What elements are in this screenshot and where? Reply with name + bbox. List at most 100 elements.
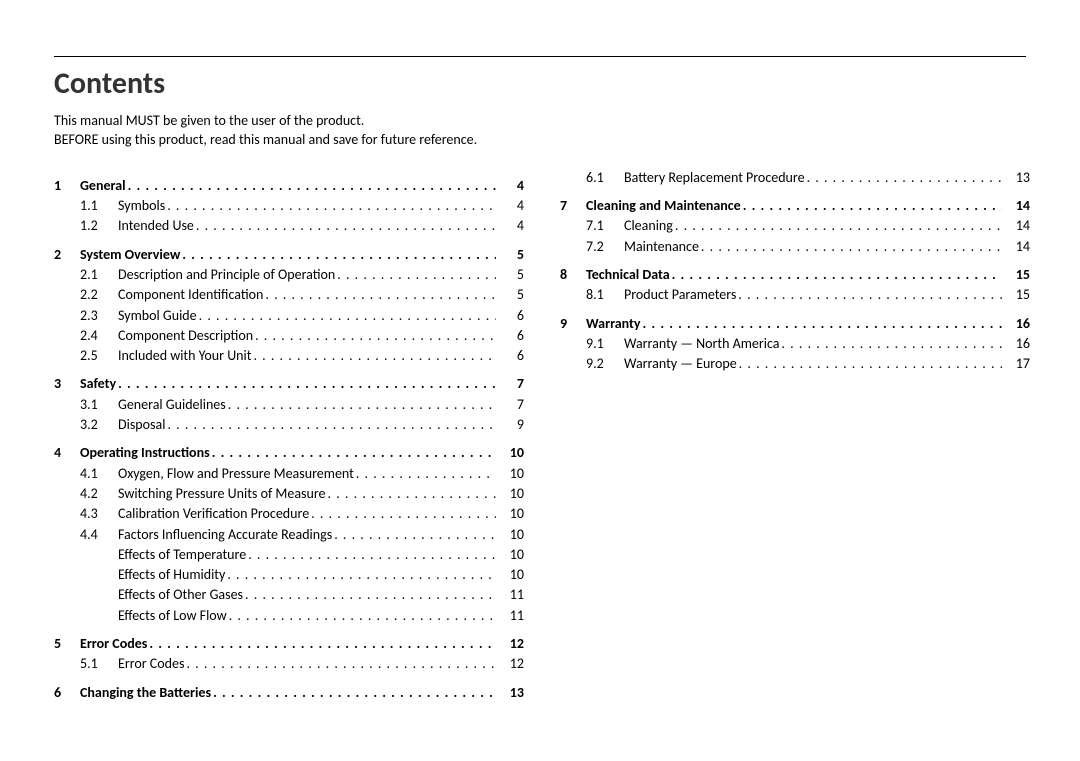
toc-column-right: 6.1Battery Replacement Procedure137Clean… — [560, 168, 1030, 703]
leader-dots — [334, 525, 496, 545]
leader-dots — [167, 415, 496, 435]
section-number: 3 — [54, 374, 80, 394]
subsection-number: 7.1 — [586, 216, 624, 236]
subsection-label: Warranty — North America — [624, 334, 779, 354]
leader-dots — [675, 216, 1002, 236]
toc-subsection: 1.2Intended Use 4 — [54, 216, 524, 236]
subsection-number: 5.1 — [80, 654, 118, 674]
section-page: 7 — [496, 374, 524, 394]
section-page: 5 — [496, 245, 524, 265]
toc-subsection: 2.2Component Identification5 — [54, 285, 524, 305]
subsection-number: 1.2 — [80, 216, 118, 236]
subsection-number: 9.2 — [586, 354, 624, 374]
section-label: Technical Data — [586, 265, 670, 285]
leader-dots — [265, 285, 496, 305]
leader-dots — [228, 395, 496, 415]
toc-section: 1General4 — [54, 176, 524, 196]
leader-dots — [212, 443, 496, 463]
subsub-label: Effects of Temperature — [118, 545, 246, 565]
subsection-page: 5 — [496, 265, 524, 285]
leader-dots — [738, 285, 1002, 305]
subsection-label: Component Identification — [118, 285, 263, 305]
toc-section: 8Technical Data15 — [560, 265, 1030, 285]
subsection-page: 12 — [496, 654, 524, 674]
toc-subsection: 4.3Calibration Verification Procedure10 — [54, 504, 524, 524]
section-label: Error Codes — [80, 634, 147, 654]
subsection-number: 3.1 — [80, 395, 118, 415]
subsection-number: 8.1 — [586, 285, 624, 305]
toc-subsection: 1.1Symbols4 — [54, 196, 524, 216]
subsection-page: 7 — [496, 395, 524, 415]
leader-dots — [739, 354, 1002, 374]
section-label: System Overview — [80, 245, 180, 265]
section-page: 16 — [1002, 314, 1030, 334]
section-page: 15 — [1002, 265, 1030, 285]
toc-subsection: 9.2Warranty — Europe17 — [560, 354, 1030, 374]
leader-dots — [356, 464, 496, 484]
subsection-label: Cleaning — [624, 216, 673, 236]
subsection-label: Symbol Guide — [118, 306, 197, 326]
subsection-number: 2.4 — [80, 326, 118, 346]
leader-dots — [118, 374, 496, 394]
subsection-page: 10 — [496, 484, 524, 504]
subsub-label: Effects of Low Flow — [118, 606, 227, 626]
section-label: Operating Instructions — [80, 443, 210, 463]
subsection-number: 4.2 — [80, 484, 118, 504]
section-page: 14 — [1002, 196, 1030, 216]
subsub-page: 10 — [496, 545, 524, 565]
leader-dots — [227, 565, 496, 585]
toc-columns: 1General41.1Symbols41.2Intended Use42Sys… — [54, 168, 1026, 703]
subsection-page: 13 — [1002, 168, 1030, 188]
leader-dots — [248, 545, 496, 565]
subsub-page: 11 — [496, 606, 524, 626]
leader-dots — [807, 168, 1002, 188]
subsection-page: 15 — [1002, 285, 1030, 305]
toc-section: 9Warranty16 — [560, 314, 1030, 334]
leader-dots — [328, 484, 496, 504]
subsection-label: General Guidelines — [118, 395, 226, 415]
page-title: Contents — [54, 65, 1026, 102]
subsection-number: 2.3 — [80, 306, 118, 326]
leader-dots — [743, 196, 1002, 216]
subsection-label: Included with Your Unit — [118, 346, 251, 366]
leader-dots — [781, 334, 1002, 354]
subsection-page: 4 — [496, 216, 524, 236]
subsection-page: 16 — [1002, 334, 1030, 354]
section-number: 9 — [560, 314, 586, 334]
subsection-page: 5 — [496, 285, 524, 305]
toc-subsection: 7.1Cleaning14 — [560, 216, 1030, 236]
subsection-page: 10 — [496, 504, 524, 524]
subsection-number: 2.1 — [80, 265, 118, 285]
subsection-number: 3.2 — [80, 415, 118, 435]
toc-section: 6Changing the Batteries13 — [54, 683, 524, 703]
subsection-number: 2.5 — [80, 346, 118, 366]
subsection-page: 6 — [496, 346, 524, 366]
subsection-page: 6 — [496, 306, 524, 326]
subsection-label: Symbols — [118, 196, 165, 216]
section-page: 12 — [496, 634, 524, 654]
leader-dots — [701, 237, 1002, 257]
leader-dots — [337, 265, 496, 285]
subsub-label: Effects of Humidity — [118, 565, 225, 585]
toc-subsubsection: Effects of Other Gases11 — [54, 585, 524, 605]
section-number: 5 — [54, 634, 80, 654]
toc-subsection: 2.1Description and Principle of Operatio… — [54, 265, 524, 285]
section-label: Changing the Batteries — [80, 683, 211, 703]
subsection-label: Error Codes — [118, 654, 184, 674]
leader-dots — [182, 245, 496, 265]
intro-line-1: This manual MUST be given to the user of… — [54, 112, 524, 131]
subsection-label: Intended Use — [118, 216, 194, 236]
section-label: Safety — [80, 374, 116, 394]
toc-section: 4Operating Instructions10 — [54, 443, 524, 463]
subsection-label: Factors Influencing Accurate Readings — [118, 525, 332, 545]
subsection-page: 6 — [496, 326, 524, 346]
toc-subsection: 2.5Included with Your Unit 6 — [54, 346, 524, 366]
leader-dots — [186, 654, 496, 674]
leader-dots — [196, 216, 496, 236]
section-number: 7 — [560, 196, 586, 216]
subsection-page: 4 — [496, 196, 524, 216]
toc-column-left: 1General41.1Symbols41.2Intended Use42Sys… — [54, 168, 524, 703]
subsection-label: Description and Principle of Operation — [118, 265, 335, 285]
section-number: 2 — [54, 245, 80, 265]
toc-subsection: 8.1Product Parameters15 — [560, 285, 1030, 305]
